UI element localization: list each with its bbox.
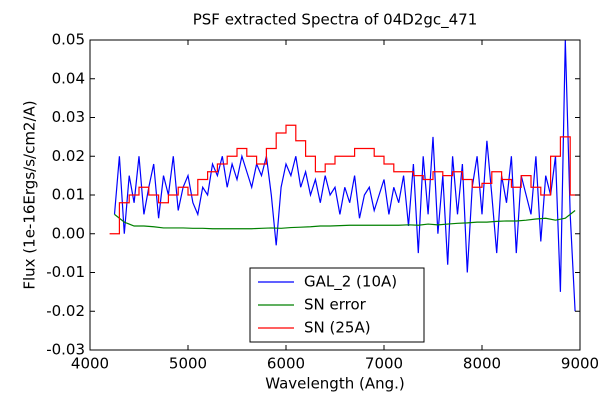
x-tick-label: 8000 xyxy=(463,355,501,373)
y-tick-label: 0.01 xyxy=(52,186,85,204)
x-tick-label: 7000 xyxy=(365,355,403,373)
legend-label: SN error xyxy=(304,296,367,314)
y-axis-label: Flux (1e-16Ergs/s/cm2/A) xyxy=(21,100,39,289)
y-tick-label: 0.00 xyxy=(52,224,85,242)
legend-label: GAL_2 (10A) xyxy=(304,273,397,292)
y-tick-label: -0.02 xyxy=(46,302,85,320)
series-line xyxy=(109,124,580,235)
x-tick-label: 5000 xyxy=(169,355,207,373)
series-line xyxy=(113,40,576,312)
y-tick-label: 0.02 xyxy=(52,147,85,165)
y-tick-label: -0.01 xyxy=(46,263,85,281)
x-tick-label: 6000 xyxy=(267,355,305,373)
legend-label: SN (25A) xyxy=(304,319,371,337)
y-tick-label: 0.05 xyxy=(52,31,85,49)
series-line xyxy=(114,210,576,230)
y-tick-label: 0.03 xyxy=(52,108,85,126)
chart-title: PSF extracted Spectra of 04D2gc_471 xyxy=(193,11,478,30)
x-tick-label: 9000 xyxy=(561,355,599,373)
x-axis-label: Wavelength (Ang.) xyxy=(265,375,405,393)
x-tick-label: 4000 xyxy=(71,355,109,373)
y-tick-label: -0.03 xyxy=(46,341,85,359)
y-tick-label: 0.04 xyxy=(52,69,85,87)
